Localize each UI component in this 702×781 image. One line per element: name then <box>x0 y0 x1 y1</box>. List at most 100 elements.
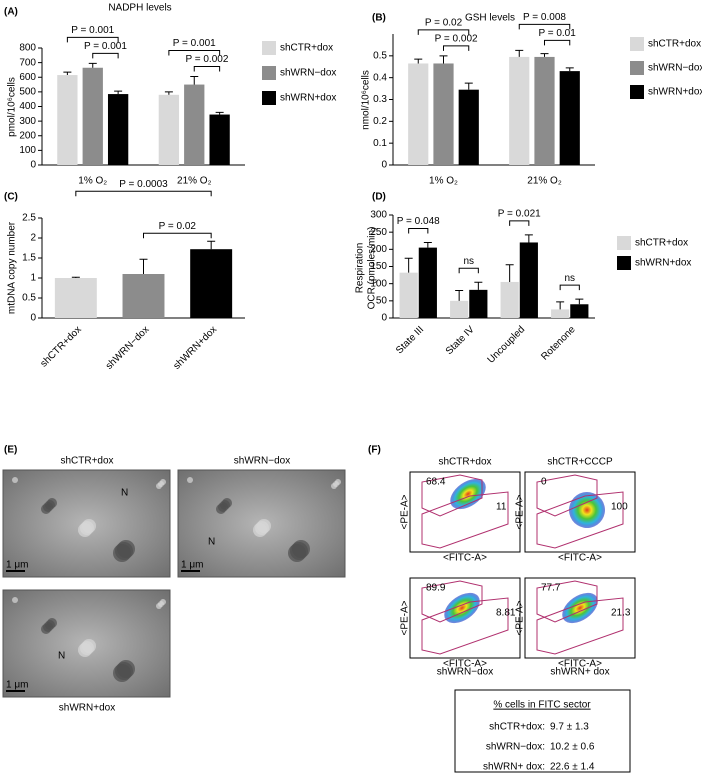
organelle <box>331 483 337 489</box>
organelle <box>253 523 267 537</box>
bar <box>433 63 454 165</box>
scale-bar-label: 1 μm <box>6 560 28 571</box>
y-tick-label: 0.2 <box>373 116 387 127</box>
table-cell: 9.7 ± 1.3 <box>550 722 589 733</box>
organelle <box>12 477 18 483</box>
micrograph-title: shWRN−dox <box>234 456 290 467</box>
bar <box>500 281 519 318</box>
y-tick-label: 400 <box>19 101 36 112</box>
legend-label: shWRN−dox <box>648 63 702 74</box>
panel-label: (C) <box>4 192 18 203</box>
legend-label: shCTR+dox <box>635 238 688 249</box>
error-bar <box>215 111 224 115</box>
panel-label: (B) <box>372 13 386 24</box>
y-tick-label: 100 <box>19 145 36 156</box>
y-tick-label: 500 <box>19 87 36 98</box>
micrograph-title: shWRN+dox <box>59 703 115 714</box>
bar <box>450 300 469 318</box>
significance-label: ns <box>463 256 474 267</box>
error-bar <box>88 62 97 68</box>
x-tick-label: 21% O₂ <box>527 176 562 187</box>
gate-value: 21.3 <box>611 608 631 619</box>
y-tick-label: 300 <box>19 116 36 127</box>
organelle <box>113 664 131 682</box>
x-axis-label: <FITC-A> <box>443 553 487 564</box>
error-bar <box>540 53 549 57</box>
legend-label: shWRN+dox <box>280 93 336 104</box>
organelle <box>216 504 226 514</box>
significance-label: P = 0.01 <box>538 28 576 39</box>
x-tick-label: State IV <box>444 324 477 357</box>
error-bar <box>164 91 173 95</box>
y-tick-label: 0.4 <box>373 72 387 83</box>
plot-title: shCTR+dox <box>438 457 491 468</box>
significance-bracket <box>168 50 221 56</box>
significance-label: P = 0.02 <box>425 17 463 28</box>
bar <box>418 247 437 318</box>
significance-bracket <box>193 66 221 72</box>
y-tick-label: 1 <box>30 273 36 284</box>
y-axis-label: pmol/10⁶cells <box>7 77 18 137</box>
scale-bar-label: 1 μm <box>181 560 203 571</box>
organelle <box>156 483 162 489</box>
y-tick-label: 2.5 <box>22 213 36 224</box>
y-tick-label: 250 <box>370 227 387 238</box>
significance-label: ns <box>564 273 575 284</box>
y-tick-label: 0 <box>381 313 387 324</box>
y-tick-label: 150 <box>370 261 387 272</box>
table-cell: 10.2 ± 0.6 <box>550 742 595 753</box>
bar <box>54 278 97 318</box>
y-tick-label: 50 <box>376 295 388 306</box>
gate <box>421 474 483 517</box>
bar <box>57 75 78 165</box>
x-tick-label: 21% O₂ <box>177 176 212 187</box>
gate <box>421 491 509 549</box>
table-frame <box>454 689 631 773</box>
y-tick-label: 200 <box>370 244 387 255</box>
significance-label: P = 0.0003 <box>119 179 168 190</box>
organelle <box>41 624 51 634</box>
bar <box>458 89 479 165</box>
x-tick-label: shCTR+dox <box>39 324 84 369</box>
significance-bracket <box>443 45 470 51</box>
organelle <box>156 603 162 609</box>
y-tick-label: 0 <box>30 160 36 171</box>
bar <box>534 56 555 165</box>
organelle <box>78 523 92 537</box>
gate-value: 0 <box>541 477 547 488</box>
significance-label: P = 0.021 <box>498 209 541 220</box>
y-tick-label: 0 <box>30 313 36 324</box>
legend-swatch <box>630 37 644 51</box>
bar <box>209 114 230 165</box>
error-bar <box>515 49 524 57</box>
bar <box>107 94 129 165</box>
bar <box>190 249 233 318</box>
significance-bracket <box>458 267 479 274</box>
error-bar <box>190 76 199 85</box>
x-tick-label: shWRN+dox <box>171 324 219 372</box>
density-cloud <box>450 478 486 510</box>
bar <box>509 56 530 165</box>
significance-bracket <box>92 52 119 59</box>
legend-swatch <box>630 85 644 99</box>
error-bar <box>71 276 80 278</box>
error-bar <box>139 258 148 274</box>
y-axis-label: <PE-A> <box>400 494 411 529</box>
y-tick-label: 100 <box>370 278 387 289</box>
error-bar <box>423 241 432 248</box>
y-axis-label: mtDNA copy number <box>7 221 18 314</box>
organelle <box>12 597 18 603</box>
significance-label: P = 0.02 <box>159 221 197 232</box>
chart-title: GSH levels <box>465 13 515 24</box>
significance-bracket <box>518 23 571 30</box>
nucleus-label: N <box>208 537 215 548</box>
x-tick-label: 1% O₂ <box>429 176 458 187</box>
error-bar <box>207 240 216 250</box>
plot-title: shWRN−dox <box>437 667 493 678</box>
y-axis-label: <PE-A> <box>400 600 411 635</box>
x-tick-label: Rotenone <box>539 324 578 363</box>
error-bar <box>556 301 565 310</box>
error-bar <box>63 71 72 76</box>
error-bar <box>114 90 123 95</box>
y-tick-label: 700 <box>19 57 36 68</box>
